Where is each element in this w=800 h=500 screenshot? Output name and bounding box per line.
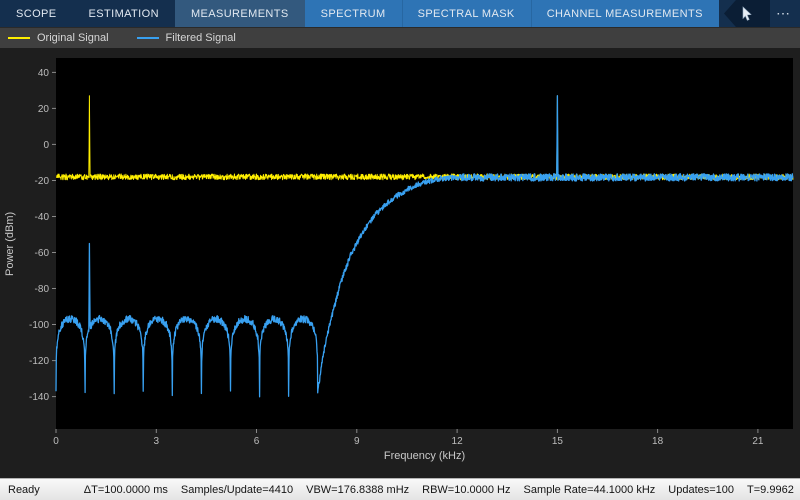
status-rbw: RBW=10.0000 Hz [422, 483, 511, 496]
legend-item-original[interactable]: Original Signal [8, 32, 109, 44]
y-tick-label: -20 [35, 176, 50, 187]
y-tick-label: -140 [29, 392, 49, 403]
tab-spectrum[interactable]: SPECTRUM [304, 0, 402, 27]
x-tick-label: 12 [452, 436, 464, 447]
x-axis-label: Frequency (kHz) [383, 450, 466, 462]
tab-channel-measurements[interactable]: CHANNEL MEASUREMENTS [530, 0, 719, 27]
legend-label-filtered: Filtered Signal [165, 32, 236, 44]
y-tick-label: -60 [35, 248, 50, 259]
y-tick-label: -120 [29, 356, 49, 367]
x-tick-label: 6 [254, 436, 260, 447]
x-tick-label: 21 [752, 436, 764, 447]
legend-item-filtered[interactable]: Filtered Signal [136, 32, 236, 44]
legend-swatch-filtered [136, 37, 159, 39]
plot-area[interactable] [56, 58, 793, 429]
tab-estimation[interactable]: ESTIMATION [88, 7, 159, 20]
y-tick-label: 40 [38, 68, 50, 79]
status-samples-per-update: Samples/Update=4410 [180, 483, 294, 496]
tab-spectral-mask[interactable]: SPECTRAL MASK [401, 0, 531, 27]
y-tick-label: 20 [38, 104, 50, 115]
legend-bar: Original Signal Filtered Signal [0, 27, 800, 48]
toolbar-right: ⋯ [724, 0, 800, 27]
status-bar: Ready ΔT=100.0000 ms Samples/Update=4410… [0, 478, 800, 500]
legend-swatch-original [8, 37, 30, 39]
toolbar: SCOPE ESTIMATION MEASUREMENTS SPECTRUM S… [0, 0, 800, 27]
status-delta-t: ΔT=100.0000 ms [83, 483, 168, 496]
x-tick-label: 3 [154, 436, 160, 447]
status-updates: Updates=100 [668, 483, 735, 496]
x-tick-label: 0 [53, 436, 59, 447]
status-ready: Ready [8, 483, 40, 496]
more-options-button[interactable]: ⋯ [776, 5, 790, 21]
cursor-icon [742, 5, 752, 21]
y-tick-label: -100 [29, 320, 49, 331]
collapse-arrow[interactable] [724, 0, 770, 27]
y-axis-label: Power (dBm) [4, 211, 16, 276]
legend-label-original: Original Signal [37, 32, 109, 44]
status-time: T=9.9962 [747, 483, 794, 496]
status-vbw: VBW=176.8388 mHz [306, 483, 410, 496]
y-tick-label: -80 [35, 284, 50, 295]
y-tick-label: 0 [43, 140, 49, 151]
x-tick-label: 18 [652, 436, 664, 447]
x-tick-label: 9 [354, 436, 360, 447]
filtered-signal-trace [55, 95, 794, 398]
plot-region: 0 3 6 9 12 15 18 21 40 20 0 -20 -40 -60 -80 -100 -120 -14… [0, 48, 800, 478]
spectrum-plot[interactable]: 0 3 6 9 12 15 18 21 40 20 0 -20 -40 -60 -80 -100 -120 -14… [0, 48, 800, 480]
y-tick-label: -40 [35, 212, 50, 223]
tab-scope[interactable]: SCOPE [16, 7, 57, 20]
tab-measurements[interactable]: MEASUREMENTS [174, 0, 305, 27]
status-sample-rate: Sample Rate=44.1000 kHz [523, 483, 656, 496]
x-tick-label: 15 [552, 436, 564, 447]
